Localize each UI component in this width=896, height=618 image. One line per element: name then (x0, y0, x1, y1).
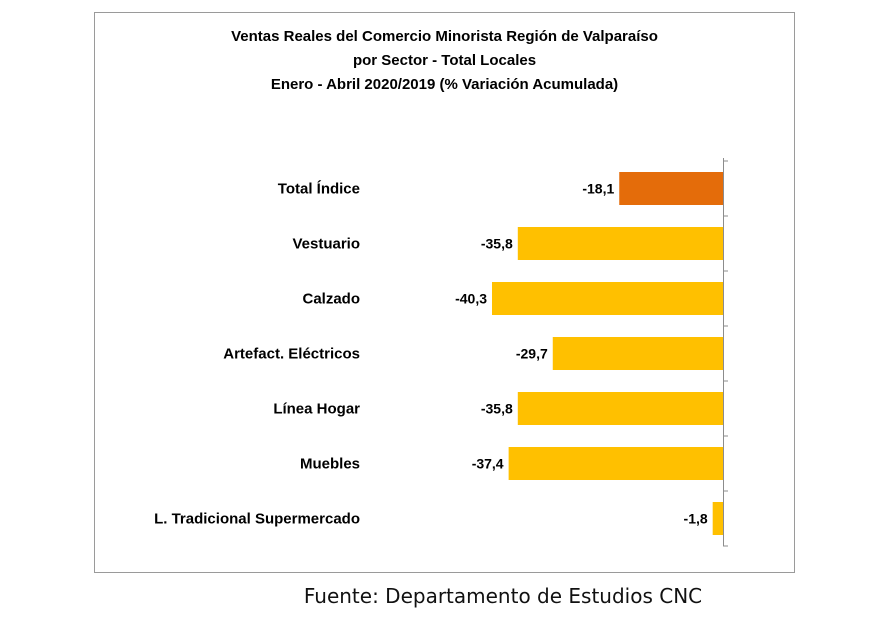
bar (517, 392, 723, 425)
data-label: -1,8 (684, 511, 708, 527)
bar (712, 502, 723, 535)
category-label: Calzado (302, 291, 360, 308)
category-label: Vestuario (292, 236, 360, 253)
category-label: Muebles (300, 456, 360, 473)
bar (552, 337, 723, 370)
bar (517, 227, 723, 260)
chart-title-line-3: Enero - Abril 2020/2019 (% Variación Acu… (270, 76, 619, 93)
data-label: -35,8 (481, 401, 513, 417)
bar (508, 447, 723, 480)
source-caption: Fuente: Departamento de Estudios CNC (303, 584, 703, 608)
category-label: Línea Hogar (273, 401, 360, 418)
category-label: Artefact. Eléctricos (223, 346, 360, 363)
bar (619, 172, 723, 205)
bar (492, 282, 723, 315)
data-label: -18,1 (582, 181, 614, 197)
chart-title-line-1: Ventas Reales del Comercio Minorista Reg… (231, 28, 658, 45)
category-label: Total Índice (278, 181, 360, 198)
data-label: -37,4 (472, 456, 504, 472)
chart-title-line-2: por Sector - Total Locales (352, 52, 537, 69)
data-label: -29,7 (516, 346, 548, 362)
data-label: -35,8 (481, 236, 513, 252)
data-label: -40,3 (455, 291, 487, 307)
category-label: L. Tradicional Supermercado (154, 511, 360, 528)
